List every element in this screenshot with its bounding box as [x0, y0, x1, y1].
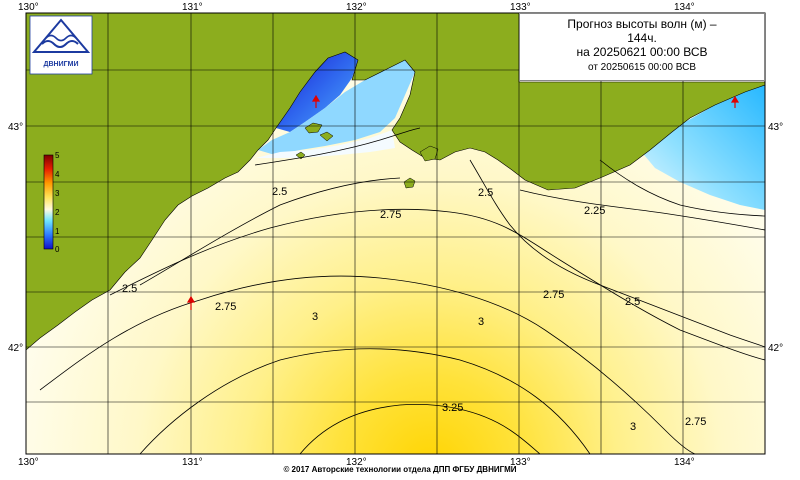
copyright-note: © 2017 Авторские технологии отдела ДПП Ф… [283, 465, 517, 474]
arrow-marker-icon [311, 94, 321, 102]
bay-white-waves [256, 130, 395, 158]
bay-low-waves [276, 52, 358, 132]
east-coast-low-waves [640, 85, 765, 210]
title-line: от 20250615 00:00 ВСВ [587, 62, 696, 73]
lon-tick: 130° [18, 2, 39, 13]
arrow-marker-icon [186, 295, 196, 303]
colorbar-tick: 1 [55, 227, 60, 236]
colorbar-tick: 3 [55, 189, 60, 198]
contour-labels: 2.5 2.75 2.5 2.25 2.5 2.75 2.5 2.75 3 3 … [122, 186, 706, 433]
lon-tick: 134° [674, 457, 695, 468]
contour-label: 2.75 [215, 301, 236, 313]
colorbar-tick: 5 [55, 151, 60, 160]
lon-tick: 130° [18, 457, 39, 468]
contour-label: 3 [478, 316, 484, 328]
land-mainland [25, 12, 766, 351]
island [304, 122, 323, 134]
contour-label: 2.75 [380, 209, 401, 221]
red-markers [186, 94, 740, 310]
forecast-title-box: Прогноз высоты волн (м) – 144ч. на 20250… [519, 13, 765, 81]
lat-tick: 42° [768, 343, 783, 354]
lon-tick: 133° [510, 457, 531, 468]
contour-label: 2.75 [543, 289, 564, 301]
lon-ticks-bottom: 130° 131° 132° 133° 134° [18, 457, 695, 468]
graticule [26, 13, 765, 454]
title-line: на 20250621 00:00 ВСВ [576, 45, 708, 59]
colorbar-tick: 0 [55, 245, 60, 254]
logo-text: ДВНИГМИ [44, 61, 79, 68]
map-frame [25, 12, 766, 455]
contour-label: 2.5 [272, 186, 287, 198]
contour-label: 2.75 [685, 416, 706, 428]
lon-tick: 131° [182, 457, 203, 468]
lat-tick: 43° [768, 122, 783, 133]
contour-label: 3 [312, 311, 318, 323]
contour-label: 3.25 [442, 402, 463, 414]
lat-tick: 42° [8, 343, 23, 354]
colorbar-tick: 4 [55, 170, 60, 179]
contour-label: 2.25 [584, 205, 605, 217]
contour-label: 3 [630, 421, 636, 433]
logo: ДВНИГМИ [29, 15, 93, 75]
island [403, 177, 416, 189]
lon-tick: 131° [182, 2, 203, 13]
contour-label: 2.5 [478, 187, 493, 199]
lon-ticks-top: 130° 131° 132° 133° 134° [18, 2, 695, 13]
colorbar-scale [43, 154, 54, 250]
lon-tick: 134° [674, 2, 695, 13]
contour-lines [39, 127, 766, 455]
bay-cyan-waves [258, 60, 415, 155]
colorbar: 5 4 3 2 1 0 [43, 151, 60, 254]
contour-label: 2.5 [625, 296, 640, 308]
colorbar-tick: 2 [55, 208, 60, 217]
island [319, 131, 334, 142]
lat-ticks-left: 43° 42° [8, 122, 23, 354]
lon-tick: 133° [510, 2, 531, 13]
island [419, 145, 439, 162]
lon-tick: 132° [346, 457, 367, 468]
title-line: 144ч. [627, 31, 657, 45]
lat-ticks-right: 43° 42° [768, 122, 783, 354]
lon-tick: 132° [346, 2, 367, 13]
title-line: Прогноз высоты волн (м) – [567, 17, 717, 31]
contour-label: 2.5 [122, 283, 137, 295]
lat-tick: 43° [8, 122, 23, 133]
arrow-marker-icon [730, 95, 740, 103]
